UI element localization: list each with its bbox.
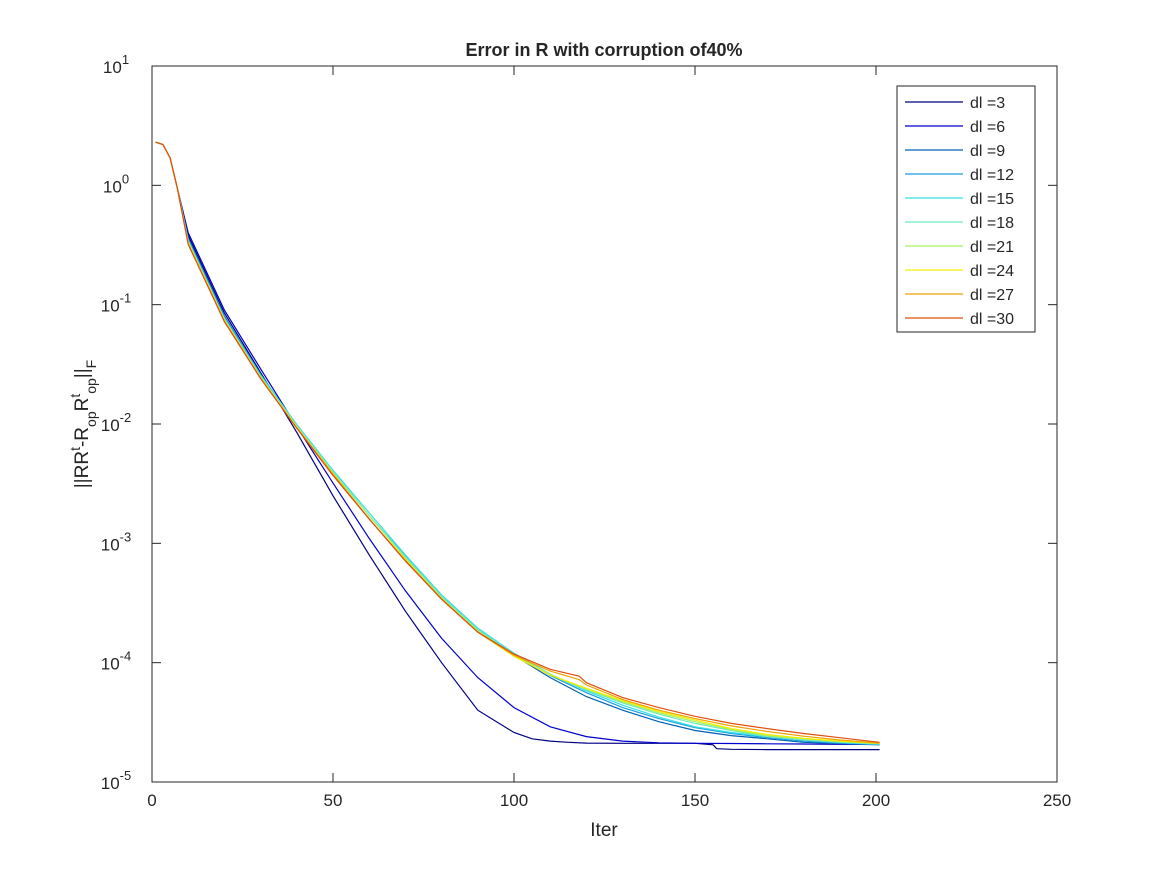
legend: dl =3 dl =6 dl =9 dl =12 dl =15 dl =18 dl =21 d… xyxy=(896,85,1036,333)
legend-label-2: dl =9 xyxy=(970,143,1005,160)
legend-label-8: dl =27 xyxy=(970,287,1014,304)
y-tick-label: 100 xyxy=(103,171,129,196)
legend-label-5: dl =18 xyxy=(970,215,1014,232)
series-line-0 xyxy=(155,141,880,751)
y-tick-label: 10-5 xyxy=(101,768,131,793)
y-tick-label: 10-3 xyxy=(101,529,131,554)
x-tick-label: 250 xyxy=(1043,791,1071,810)
series-layer xyxy=(155,141,880,751)
y-tick-label: 10-4 xyxy=(101,649,131,674)
x-tick-label: 150 xyxy=(681,791,709,810)
legend-label-1: dl =6 xyxy=(970,119,1005,136)
y-axis-label: ||RRt-RopRtop||F xyxy=(67,360,99,489)
x-tick-label: 200 xyxy=(862,791,890,810)
legend-box xyxy=(896,85,1036,333)
y-tick-label: 10-1 xyxy=(101,291,131,316)
legend-label-3: dl =12 xyxy=(970,167,1014,184)
legend-label-7: dl =24 xyxy=(970,263,1014,280)
legend-label-4: dl =15 xyxy=(970,191,1014,208)
series-line-9 xyxy=(155,141,880,743)
chart-title: Error in R with corruption of40% xyxy=(465,40,742,60)
legend-label-9: dl =30 xyxy=(970,311,1014,328)
x-tick-label: 50 xyxy=(324,791,343,810)
ticks-layer: 0 50 100 150 200 250 10-5 10-4 10-3 10-2 10-1 100 10… xyxy=(101,52,1071,810)
legend-label-6: dl =21 xyxy=(970,239,1014,256)
series-line-1 xyxy=(155,141,880,746)
y-tick-label: 101 xyxy=(103,52,129,77)
x-tick-label: 100 xyxy=(500,791,528,810)
legend-label-0: dl =3 xyxy=(970,95,1005,112)
y-tick-label: 10-2 xyxy=(101,410,131,435)
x-axis-label: Iter xyxy=(590,820,618,841)
x-tick-label: 0 xyxy=(147,791,156,810)
